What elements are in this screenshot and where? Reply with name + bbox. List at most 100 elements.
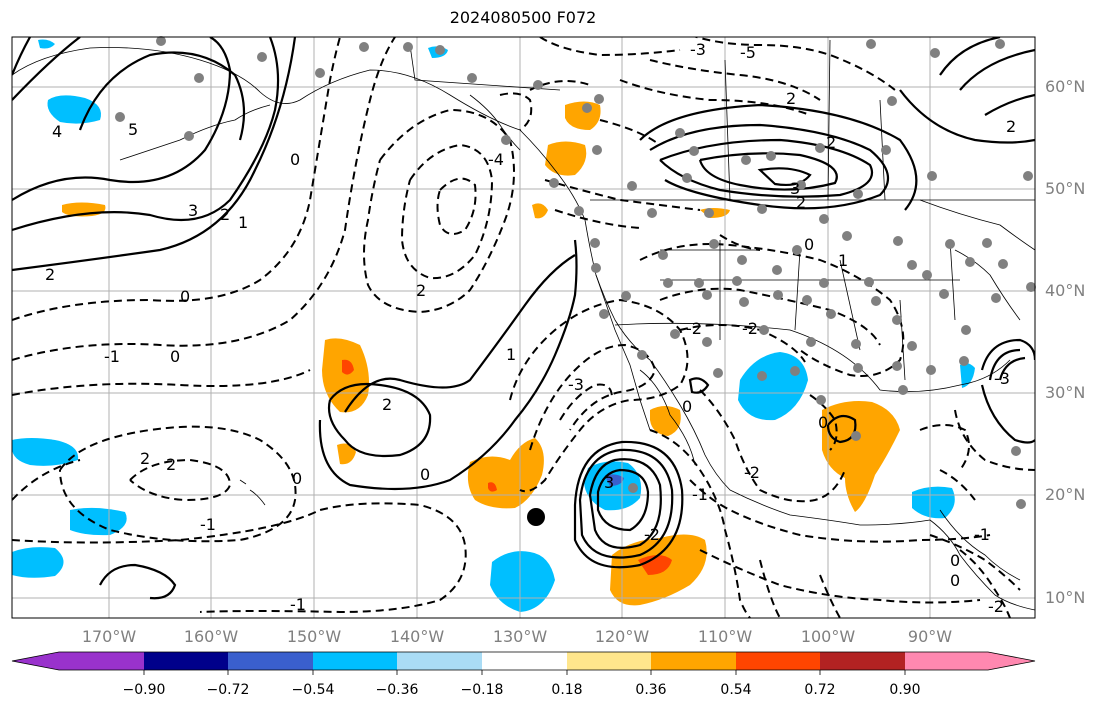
colorbar-segment bbox=[905, 652, 988, 670]
contour-label: 3 bbox=[790, 179, 800, 198]
colorbar-segment bbox=[397, 652, 482, 670]
colorbar bbox=[11, 651, 1036, 675]
map-title: 2024080500 F072 bbox=[449, 8, 597, 27]
lat-label-40n: 40°N bbox=[1045, 281, 1086, 300]
contour-label: 2 bbox=[140, 449, 150, 468]
graticule bbox=[12, 37, 1035, 618]
coastlines bbox=[12, 39, 1035, 611]
contour-label: -3 bbox=[568, 375, 584, 394]
contour-label: 0 bbox=[420, 465, 430, 484]
contour-label: 0 bbox=[950, 551, 960, 570]
contour-label: 2 bbox=[45, 265, 55, 284]
contour-label: 2 bbox=[382, 395, 392, 414]
lon-label-90w: 90°W bbox=[907, 627, 953, 646]
lat-label-10n: 10°N bbox=[1045, 588, 1086, 607]
anomaly-shading bbox=[12, 39, 975, 612]
contour-label: 2 bbox=[786, 89, 796, 108]
colorbar-tick-label: 0.72 bbox=[804, 682, 836, 698]
lat-label-50n: 50°N bbox=[1045, 179, 1086, 198]
contour-label: -4 bbox=[488, 150, 504, 169]
colorbar-segment bbox=[482, 652, 567, 670]
shade-blue-region bbox=[12, 547, 64, 578]
shade-red-region bbox=[488, 482, 497, 492]
shade-blue-region bbox=[12, 438, 79, 466]
lat-label-60n: 60°N bbox=[1045, 77, 1086, 96]
colorbar-tick-label: 0.90 bbox=[889, 682, 921, 698]
colorbar-outline bbox=[11, 651, 1036, 671]
storm-center-marker bbox=[527, 508, 545, 526]
contour-label: 5 bbox=[128, 120, 138, 139]
contour-label: 0 bbox=[818, 413, 828, 432]
shade-red-region bbox=[342, 359, 354, 375]
colorbar-tick-label: −0.54 bbox=[291, 682, 335, 698]
colorbar-tick-label: −0.90 bbox=[122, 682, 166, 698]
contour-label: 2 bbox=[166, 455, 176, 474]
contour-label: -3 bbox=[690, 40, 706, 59]
contour-label: -2 bbox=[686, 319, 702, 338]
contour-label: 1 bbox=[838, 251, 848, 270]
colorbar-tick-label: −0.72 bbox=[206, 682, 250, 698]
contour-label: -5 bbox=[740, 43, 756, 62]
contour-label: 0 bbox=[180, 287, 190, 306]
contour-label: -1 bbox=[692, 485, 708, 504]
shade-red-region bbox=[638, 555, 672, 575]
contour-label: 1 bbox=[238, 213, 248, 232]
colorbar-tick-label: 0.54 bbox=[720, 682, 752, 698]
negative-contours bbox=[12, 37, 1035, 618]
shade-indigo-region bbox=[605, 474, 624, 486]
lat-label-30n: 30°N bbox=[1045, 383, 1086, 402]
contour-label: 0 bbox=[290, 150, 300, 169]
contour-label: 2 bbox=[416, 281, 426, 300]
contour-label: 4 bbox=[52, 122, 62, 141]
colorbar-segment bbox=[59, 652, 144, 670]
contour-label: 2 bbox=[796, 193, 806, 212]
contour-label: 1 bbox=[506, 345, 516, 364]
colorbar-tick-label: −0.36 bbox=[375, 682, 419, 698]
contour-label: 3 bbox=[188, 201, 198, 220]
colorbar-segment bbox=[736, 652, 820, 670]
contour-labels: 4 5 0 3 2 1 -1 0 2 2 -1 0 0 2 1 0 2 2 -4… bbox=[45, 40, 1016, 616]
station-dots bbox=[115, 36, 1036, 509]
positive-contours bbox=[12, 37, 1035, 600]
shade-blue-region bbox=[38, 39, 55, 49]
shade-orange-region bbox=[532, 203, 548, 219]
colorbar-segment bbox=[228, 652, 313, 670]
colorbar-tick-label: 0.36 bbox=[635, 682, 667, 698]
map-frame bbox=[11, 36, 1036, 619]
contour-label: 3 bbox=[604, 473, 614, 492]
contour-label: -2 bbox=[742, 319, 758, 338]
lat-label-20n: 20°N bbox=[1045, 485, 1086, 504]
colorbar-segment bbox=[820, 652, 905, 670]
colorbar-segment bbox=[144, 652, 228, 670]
colorbar-tick-label: 0.18 bbox=[551, 682, 583, 698]
contour-label: -1 bbox=[104, 347, 120, 366]
contour-label: -2 bbox=[988, 597, 1004, 616]
shade-blue-region bbox=[490, 551, 555, 612]
lon-label-140w: 140°W bbox=[389, 627, 445, 646]
shade-blue-region bbox=[960, 363, 975, 388]
contour-label: 2 bbox=[826, 133, 836, 152]
contour-label: -2 bbox=[744, 463, 760, 482]
colorbar-high-extension bbox=[988, 652, 1035, 670]
contour-label: -1 bbox=[200, 515, 216, 534]
contour-label: -1 bbox=[290, 595, 306, 614]
lon-label-100w: 100°W bbox=[800, 627, 856, 646]
contour-label: 2 bbox=[1006, 117, 1016, 136]
shade-orange-region bbox=[322, 338, 369, 413]
shade-orange-region bbox=[650, 406, 681, 436]
contour-label: 0 bbox=[804, 235, 814, 254]
contour-label: -1 bbox=[974, 525, 990, 544]
contour-label: 0 bbox=[682, 397, 692, 416]
contour-label: 2 bbox=[220, 205, 230, 224]
contour-label: 0 bbox=[170, 347, 180, 366]
contour-label: -2 bbox=[644, 525, 660, 544]
shade-orange-region bbox=[545, 141, 587, 176]
lon-label-110w: 110°W bbox=[697, 627, 753, 646]
shade-blue-region bbox=[47, 95, 101, 124]
lon-label-150w: 150°W bbox=[286, 627, 342, 646]
shade-orange-region bbox=[337, 443, 356, 465]
colorbar-segment bbox=[567, 652, 651, 670]
colorbar-segment bbox=[313, 652, 397, 670]
shade-orange-region bbox=[822, 401, 900, 512]
